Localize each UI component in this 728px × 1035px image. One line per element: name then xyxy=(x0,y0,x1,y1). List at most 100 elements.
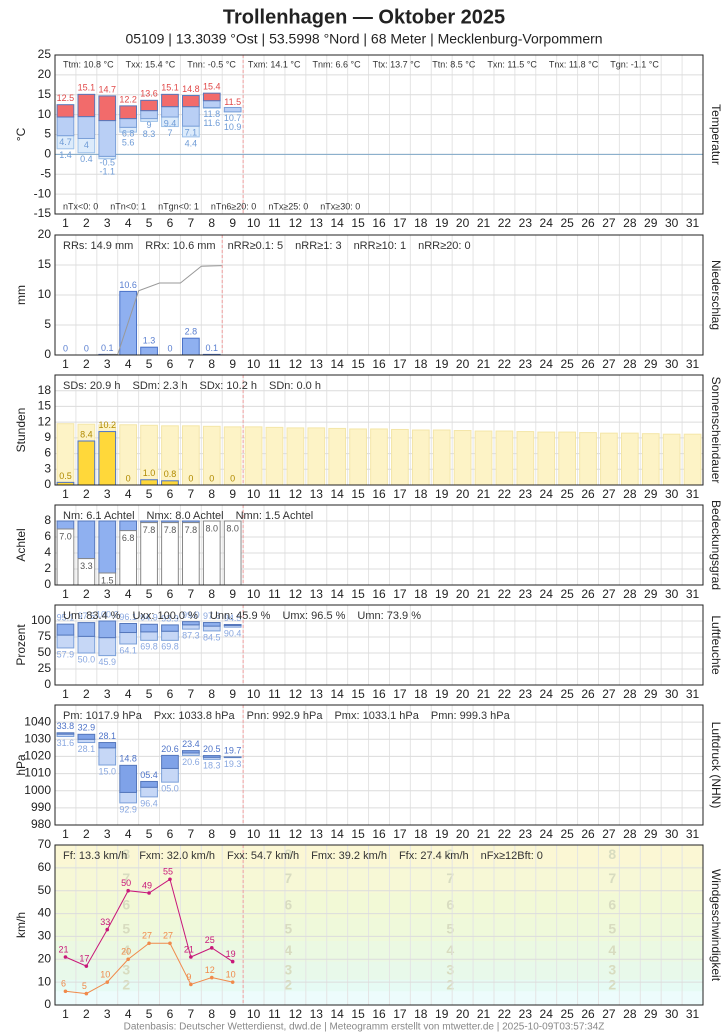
x-tick-label: 13 xyxy=(310,216,324,230)
upper-bar xyxy=(56,623,75,636)
x-tick-label: 12 xyxy=(289,1007,303,1021)
x-tick-label: 31 xyxy=(686,487,700,501)
beaufort-label: 8 xyxy=(608,846,616,862)
x-tick-label: 24 xyxy=(540,687,554,701)
x-tick-label: 8 xyxy=(208,1007,215,1021)
max-label: 14.8 xyxy=(182,84,200,94)
x-tick-label: 1 xyxy=(62,487,69,501)
x-tick-label: 29 xyxy=(644,587,658,601)
lower-bar xyxy=(182,106,200,127)
x-tick-label: 9 xyxy=(229,687,236,701)
stat: Txx: 15.4 °C xyxy=(126,59,176,69)
x-tick-label: 11 xyxy=(268,687,281,701)
x-tick-label: 4 xyxy=(125,1007,132,1021)
x-tick-label: 26 xyxy=(581,216,595,230)
x-tick-label: 29 xyxy=(644,1007,658,1021)
value-label: 7.0 xyxy=(59,531,72,541)
min-label: 90.4 xyxy=(224,629,242,639)
x-tick-label: 6 xyxy=(167,1007,174,1021)
y-tick-label: 990 xyxy=(31,800,51,814)
x-tick-label: 21 xyxy=(477,487,491,501)
x-tick-label: 4 xyxy=(125,827,132,841)
x-tick-label: 7 xyxy=(188,587,195,601)
x-tick-label: 21 xyxy=(477,587,491,601)
y-tick-label: 1000 xyxy=(24,783,51,797)
y-tick-label: 70 xyxy=(38,837,52,851)
x-tick-label: 23 xyxy=(519,357,533,371)
beaufort-band xyxy=(55,845,703,866)
upper-bar xyxy=(182,95,200,108)
x-tick-label: 5 xyxy=(146,357,153,371)
lower-bar xyxy=(161,767,179,783)
x-tick-label: 29 xyxy=(644,487,658,501)
possible-sunshine-bar xyxy=(286,427,305,486)
possible-sunshine-bar xyxy=(579,432,597,486)
x-tick-label: 7 xyxy=(188,827,195,841)
x-tick-label: 10 xyxy=(247,1007,261,1021)
value-label: 19 xyxy=(226,949,236,959)
x-tick-label: 4 xyxy=(125,357,132,371)
max-label: 94.5 xyxy=(224,613,242,623)
x-tick-label: 31 xyxy=(686,1007,700,1021)
beaufort-label: 7 xyxy=(284,870,292,886)
x-tick-label: 9 xyxy=(229,216,236,230)
x-tick-label: 1 xyxy=(62,687,69,701)
stat: Tnm: 6.6 °C xyxy=(313,59,362,69)
x-tick-label: 2 xyxy=(83,687,90,701)
x-tick-label: 14 xyxy=(331,216,345,230)
subtitle: 05109 | 13.3039 °Ost | 53.5998 °Nord | 6… xyxy=(125,31,602,47)
x-tick-label: 29 xyxy=(644,216,658,230)
y-tick-label: 60 xyxy=(38,860,52,874)
bar xyxy=(140,346,158,356)
beaufort-label: 5 xyxy=(608,920,616,936)
max-label: 15.4 xyxy=(203,82,221,92)
x-tick-label: 17 xyxy=(393,357,407,371)
x-tick-label: 31 xyxy=(686,357,700,371)
min-label: 4.7 xyxy=(59,137,72,147)
plot-frame xyxy=(54,374,704,486)
x-tick-label: 14 xyxy=(331,587,345,601)
x-tick-label: 23 xyxy=(519,1007,533,1021)
bar xyxy=(77,440,96,486)
point xyxy=(168,941,172,946)
x-tick-label: 2 xyxy=(83,357,90,371)
upper-bar xyxy=(140,623,158,633)
x-tick-label: 14 xyxy=(331,357,345,371)
min-label: 96.4 xyxy=(140,798,158,808)
x-tick-label: 16 xyxy=(372,827,386,841)
beaufort-band xyxy=(55,918,703,941)
value-label: 8.4 xyxy=(80,429,93,439)
x-tick-label: 28 xyxy=(623,687,637,701)
upper-bar xyxy=(56,732,75,735)
y-tick-label: 10 xyxy=(38,107,52,121)
x-tick-label: 8 xyxy=(208,687,215,701)
x-tick-label: 23 xyxy=(519,587,533,601)
lower-bar xyxy=(161,630,179,641)
upper-bar xyxy=(182,621,200,626)
upper-bar xyxy=(77,622,96,637)
max-label: 97.5 xyxy=(78,611,96,621)
possible-sunshine-bar xyxy=(662,433,681,486)
stat: RRs: 14.9 mm xyxy=(63,240,133,252)
x-tick-label: 30 xyxy=(665,587,679,601)
upper-bar xyxy=(98,95,117,122)
y-axis-label: hPa xyxy=(14,754,28,776)
value-label: 0 xyxy=(188,473,193,483)
stat: nTn<0: 1 xyxy=(110,201,146,211)
beaufort-label: 2 xyxy=(608,976,616,992)
stat: RRx: 10.6 mm xyxy=(145,240,215,252)
value-label: 7.8 xyxy=(185,525,198,535)
x-tick-label: 20 xyxy=(456,1007,470,1021)
min-label: 20.6 xyxy=(182,757,200,767)
x-tick-label: 1 xyxy=(62,587,69,601)
x-tick-label: 24 xyxy=(540,827,554,841)
lower-bar xyxy=(98,637,117,657)
value-label: 10.2 xyxy=(98,420,116,430)
possible-sunshine-bar xyxy=(307,427,326,486)
y-tick-label: 1010 xyxy=(24,766,51,780)
x-tick-label: 20 xyxy=(456,216,470,230)
possible-sunshine-bar xyxy=(432,429,451,486)
x-tick-label: 25 xyxy=(560,487,574,501)
stat: Nmx: 8.0 Achtel xyxy=(147,510,224,522)
